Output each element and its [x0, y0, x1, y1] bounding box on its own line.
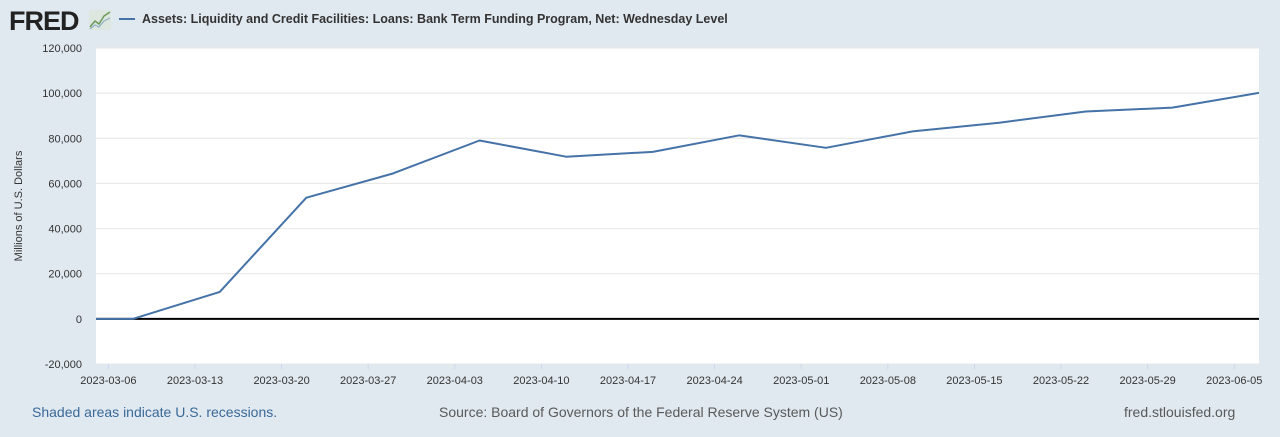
x-tick-label: 2023-04-24: [686, 375, 742, 387]
legend-label: Assets: Liquidity and Credit Facilities:…: [142, 12, 728, 26]
x-tick-label: 2023-03-06: [80, 375, 136, 387]
line-chart: -20,000 0 20,000 40,000 60,000 80,000 100,000 1…: [13, 43, 1262, 387]
fred-logo[interactable]: FRED: [9, 6, 79, 36]
x-tick-label: 2023-05-08: [860, 375, 916, 387]
y-tick-label: 60,000: [48, 178, 82, 190]
y-tick-label: 80,000: [48, 133, 82, 145]
plot-area: [96, 48, 1259, 364]
legend-swatch: [119, 18, 135, 20]
y-tick-label: 120,000: [42, 43, 82, 55]
source-note: Source: Board of Governors of the Federa…: [439, 404, 843, 420]
y-tick-label: 100,000: [42, 88, 82, 100]
x-tick-label: 2023-05-22: [1033, 375, 1089, 387]
x-tick-label: 2023-04-17: [600, 375, 656, 387]
x-tick-label: 2023-03-27: [340, 375, 396, 387]
y-tick-label: 40,000: [48, 224, 82, 236]
x-tick-label: 2023-04-03: [427, 375, 483, 387]
x-tick-label: 2023-03-13: [167, 375, 223, 387]
y-tick-label: 0: [76, 314, 82, 326]
y-tick-label: -20,000: [45, 359, 82, 371]
x-tick-label: 2023-05-01: [773, 375, 829, 387]
x-tick-label: 2023-05-15: [946, 375, 1002, 387]
x-tick-label: 2023-03-20: [253, 375, 309, 387]
x-tick-label: 2023-06-05: [1206, 375, 1262, 387]
y-tick-label: 20,000: [48, 269, 82, 281]
site-link[interactable]: fred.stlouisfed.org: [1124, 404, 1236, 420]
x-tick-label: 2023-04-10: [513, 375, 569, 387]
x-tick-label: 2023-05-29: [1120, 375, 1176, 387]
fred-logo-graph-icon: [89, 10, 111, 30]
y-axis-label: Millions of U.S. Dollars: [13, 150, 25, 261]
recessions-note: Shaded areas indicate U.S. recessions.: [32, 404, 278, 420]
chart-legend: Assets: Liquidity and Credit Facilities:…: [119, 12, 728, 26]
